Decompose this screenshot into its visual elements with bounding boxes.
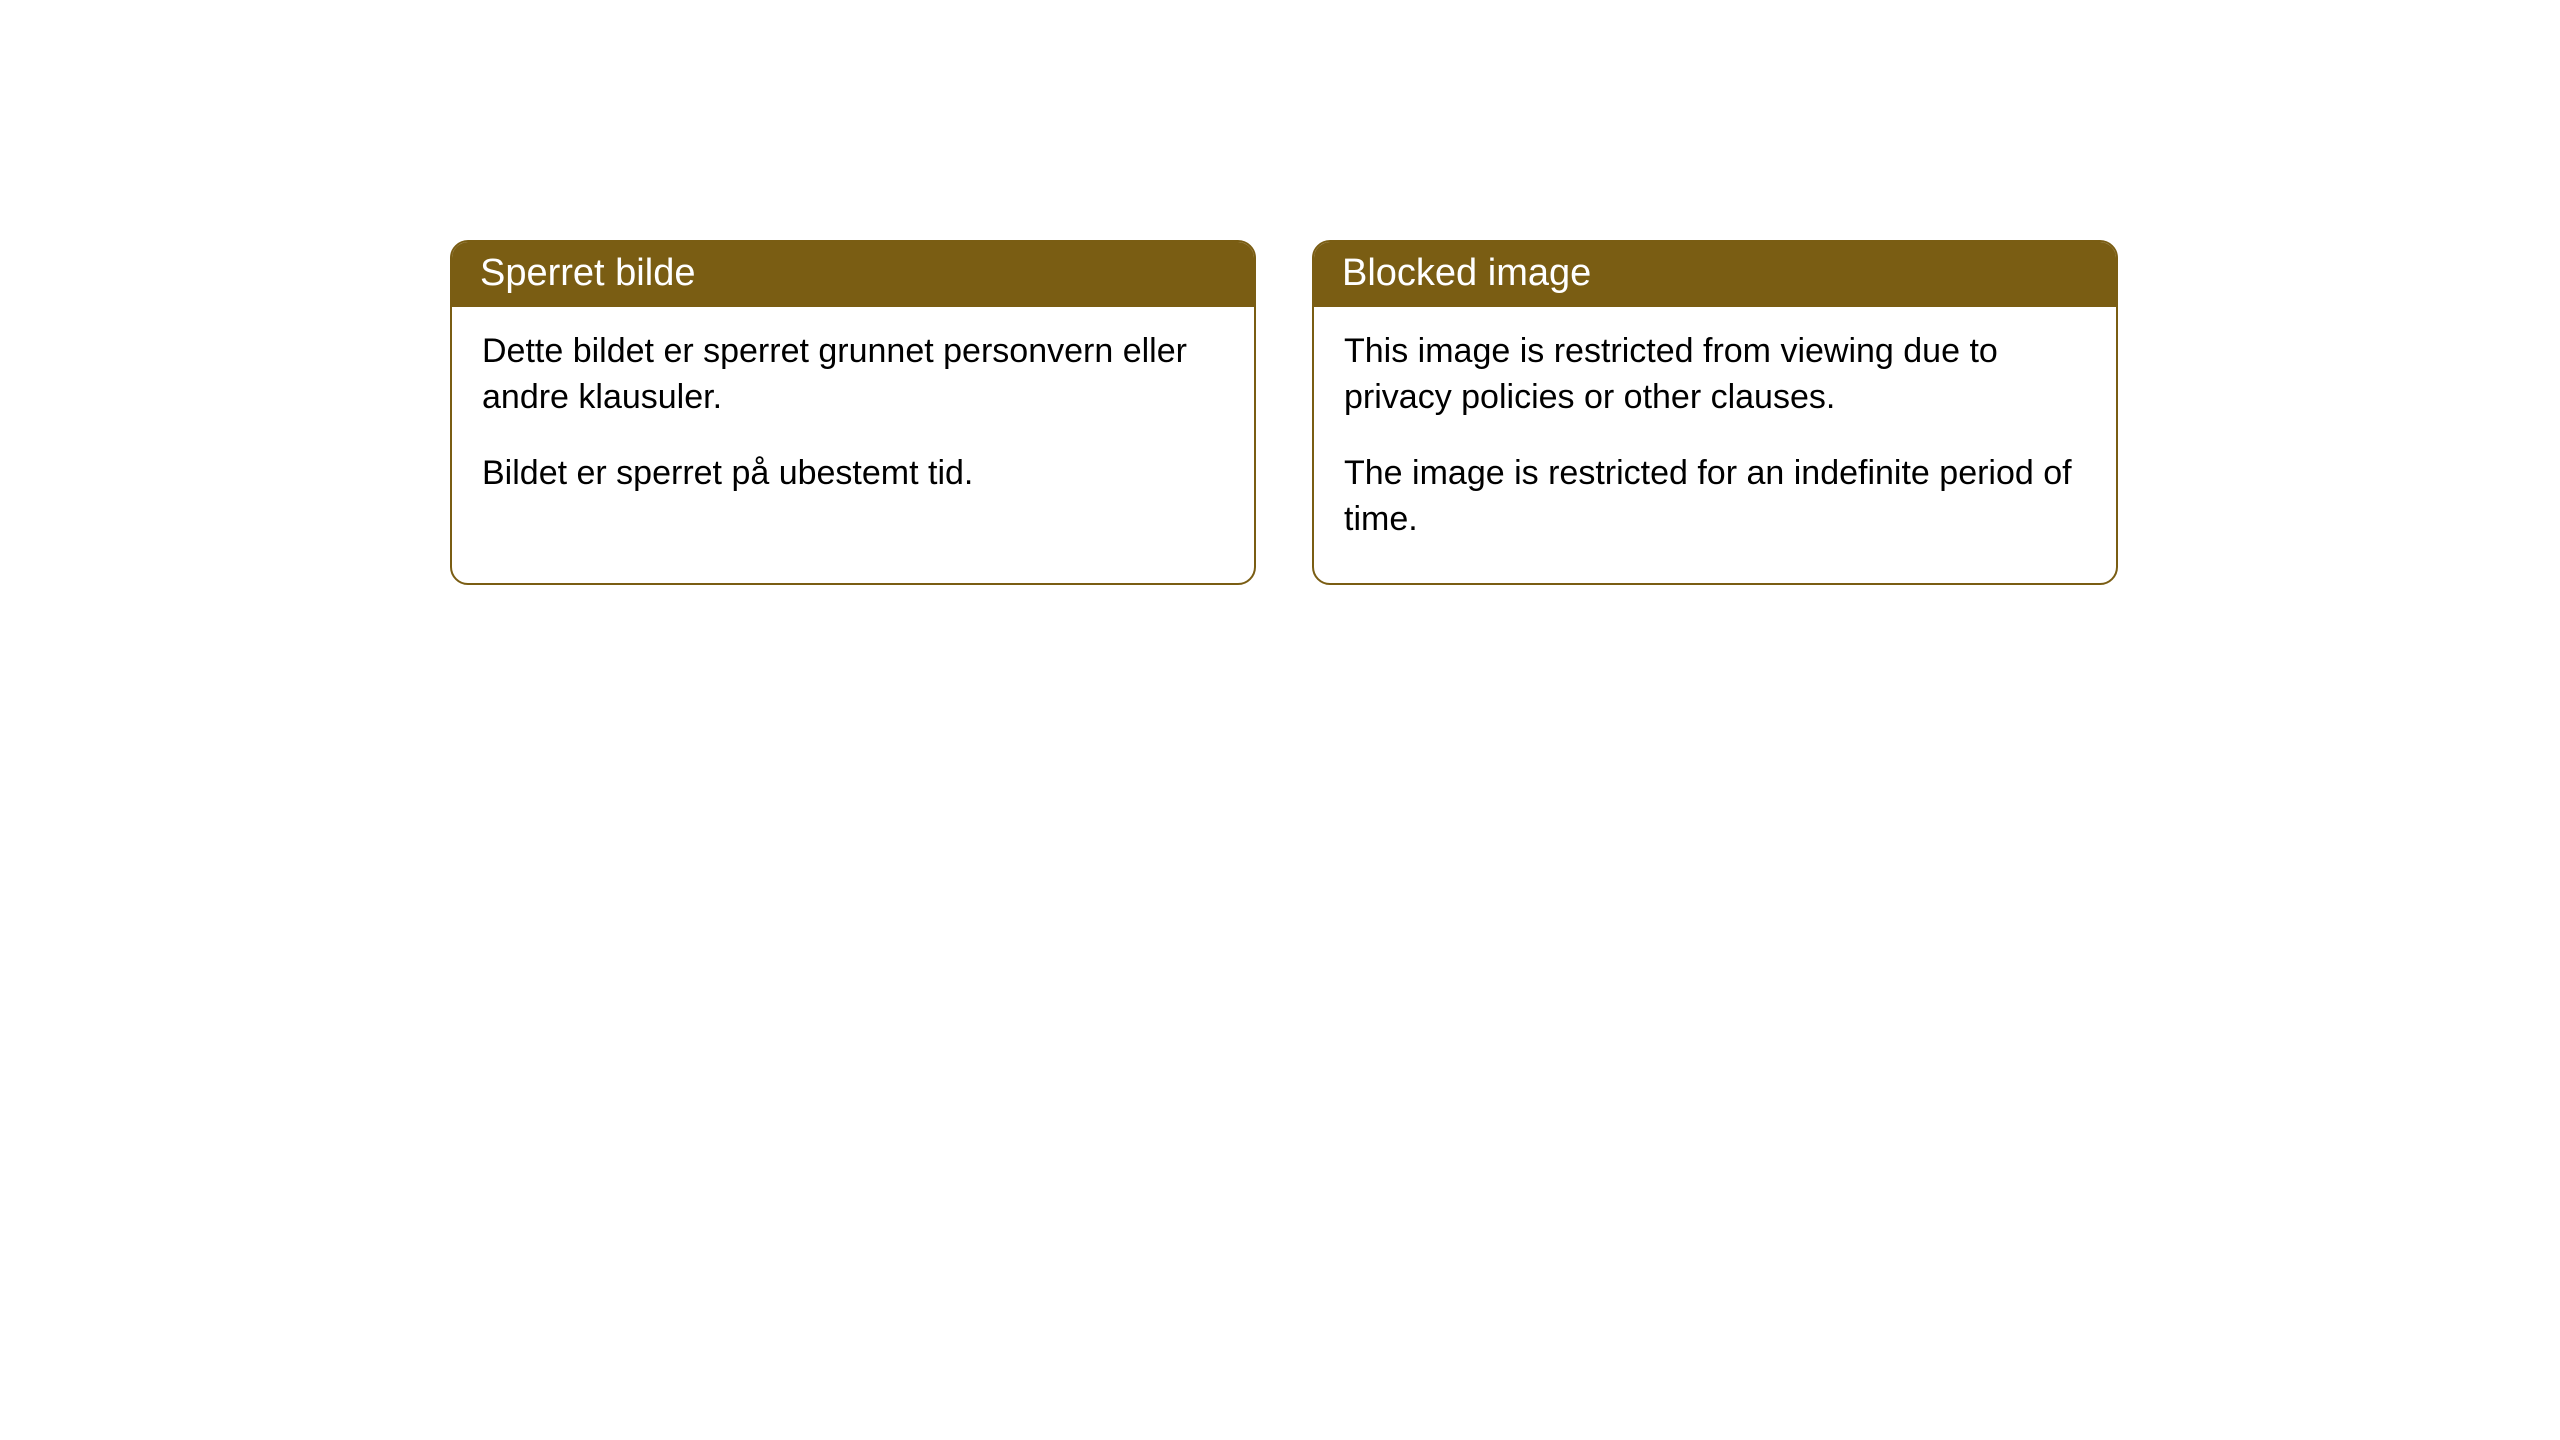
card-body: Dette bildet er sperret grunnet personve… [452,307,1254,537]
card-header: Sperret bilde [452,242,1254,307]
card-paragraph-1: This image is restricted from viewing du… [1344,329,2086,421]
card-body: This image is restricted from viewing du… [1314,307,2116,583]
card-header: Blocked image [1314,242,2116,307]
blocked-image-card-norwegian: Sperret bilde Dette bildet er sperret gr… [450,240,1256,585]
card-paragraph-2: The image is restricted for an indefinit… [1344,451,2086,543]
card-title: Sperret bilde [480,252,695,294]
card-title: Blocked image [1342,252,1591,294]
notice-cards-container: Sperret bilde Dette bildet er sperret gr… [450,240,2560,585]
card-paragraph-1: Dette bildet er sperret grunnet personve… [482,329,1224,421]
card-paragraph-2: Bildet er sperret på ubestemt tid. [482,451,1224,497]
blocked-image-card-english: Blocked image This image is restricted f… [1312,240,2118,585]
